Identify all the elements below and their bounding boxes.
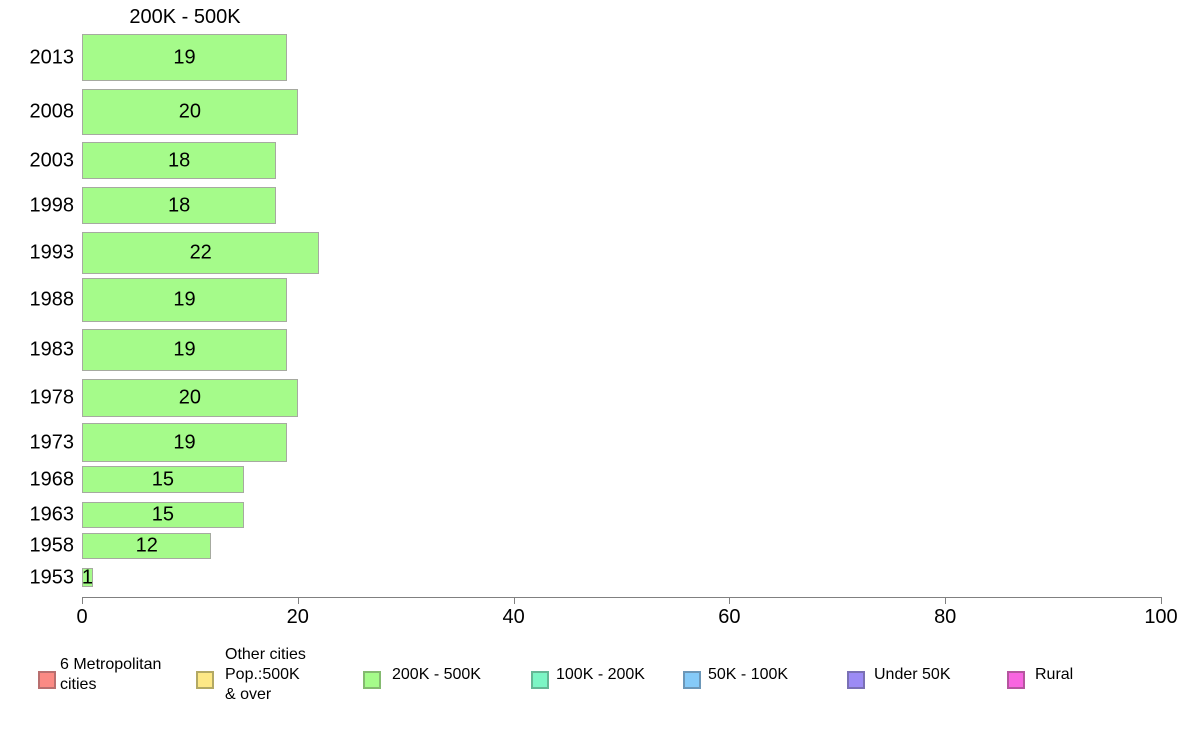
x-axis-tick-label: 40	[502, 606, 525, 628]
y-axis-label: 1988	[29, 288, 75, 311]
bar	[82, 379, 298, 417]
chart-title: 200K - 500K	[129, 6, 241, 28]
legend-swatch	[531, 671, 549, 689]
bar-value-label: 18	[167, 194, 191, 216]
x-axis-tick	[82, 597, 83, 604]
legend-label: 200K - 500K	[392, 666, 481, 683]
x-axis-tick	[729, 597, 731, 604]
legend-swatch	[1007, 671, 1025, 689]
bar-value-label: 19	[173, 431, 196, 453]
y-axis-label: 1998	[29, 194, 75, 216]
bar-value-label: 19	[173, 46, 196, 68]
bar	[82, 232, 319, 274]
bar	[82, 142, 276, 179]
x-axis-tick-label: 100	[1144, 606, 1178, 628]
bar-value-label: 22	[189, 241, 212, 264]
y-axis-label: 1963	[29, 503, 75, 526]
x-axis-tick-label: 20	[286, 606, 309, 628]
x-axis-tick	[513, 597, 515, 604]
bar	[82, 34, 287, 81]
legend-label: Rural	[1035, 666, 1074, 683]
bar-value-label: 12	[135, 534, 158, 557]
bar	[82, 423, 287, 462]
legend-swatch	[196, 671, 214, 689]
y-axis-label: 1978	[29, 386, 75, 409]
legend-label: Other cities Pop.:500K & over	[225, 646, 306, 703]
legend-label: Under 50K	[874, 666, 951, 683]
x-axis-line	[82, 597, 1161, 598]
y-axis-label: 1968	[29, 468, 75, 490]
bar	[82, 502, 244, 528]
bar	[82, 533, 211, 559]
legend-swatch	[363, 671, 381, 689]
legend-label: 50K - 100K	[708, 666, 789, 683]
bar	[82, 187, 276, 224]
y-axis-label: 2003	[29, 149, 75, 171]
y-axis-label: 2013	[29, 46, 75, 68]
y-axis-label: 1993	[29, 241, 75, 264]
y-axis-label: 1973	[29, 431, 75, 453]
bar-value-label: 15	[151, 503, 175, 526]
bar-value-label: 20	[178, 100, 202, 123]
bar	[82, 89, 298, 135]
bar	[82, 329, 287, 371]
x-axis-tick	[297, 597, 299, 604]
bar	[82, 278, 287, 322]
x-axis-tick-label: 0	[76, 606, 88, 628]
legend-label: 6 Metropolitan cities	[60, 656, 162, 693]
y-axis-label: 1958	[29, 534, 75, 557]
bar-value-label: 19	[173, 288, 196, 311]
bar	[82, 466, 244, 493]
bar	[82, 568, 93, 587]
bar-value-label: 1	[81, 566, 93, 588]
y-axis-label: 1953	[29, 566, 75, 588]
bar-value-label: 20	[178, 386, 202, 409]
y-axis-label: 1983	[29, 338, 75, 361]
legend-swatch	[38, 671, 56, 689]
bar-value-label: 15	[151, 468, 175, 490]
y-axis-label: 2008	[29, 100, 75, 123]
bar-value-label: 19	[173, 338, 196, 361]
bar-value-label: 18	[167, 149, 191, 171]
legend-label: 100K - 200K	[556, 666, 645, 683]
x-axis-tick	[1161, 597, 1162, 604]
legend-swatch	[683, 671, 701, 689]
x-axis-tick-label: 80	[934, 606, 957, 628]
x-axis-tick-label: 60	[718, 606, 741, 628]
x-axis-tick	[945, 597, 947, 604]
legend-swatch	[847, 671, 865, 689]
